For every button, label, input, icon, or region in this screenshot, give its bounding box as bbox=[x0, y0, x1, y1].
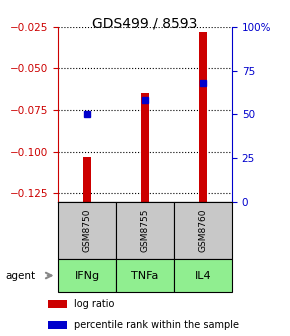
Bar bbox=[48, 300, 67, 308]
Bar bbox=[58, 259, 116, 292]
Bar bbox=[199, 32, 207, 202]
Bar bbox=[174, 259, 232, 292]
Bar bbox=[141, 93, 149, 202]
Bar bbox=[174, 202, 232, 259]
Bar bbox=[58, 202, 116, 259]
Text: GSM8760: GSM8760 bbox=[198, 208, 208, 252]
Text: IL4: IL4 bbox=[195, 270, 211, 281]
Bar bbox=[83, 157, 91, 202]
Text: percentile rank within the sample: percentile rank within the sample bbox=[74, 320, 239, 330]
Bar bbox=[116, 202, 174, 259]
Bar bbox=[116, 259, 174, 292]
Text: GDS499 / 8593: GDS499 / 8593 bbox=[92, 17, 198, 31]
Text: agent: agent bbox=[6, 270, 36, 281]
Bar bbox=[48, 321, 67, 329]
Text: GSM8750: GSM8750 bbox=[82, 208, 92, 252]
Text: log ratio: log ratio bbox=[74, 299, 114, 309]
Text: GSM8755: GSM8755 bbox=[140, 208, 150, 252]
Text: TNFa: TNFa bbox=[131, 270, 159, 281]
Text: IFNg: IFNg bbox=[75, 270, 99, 281]
